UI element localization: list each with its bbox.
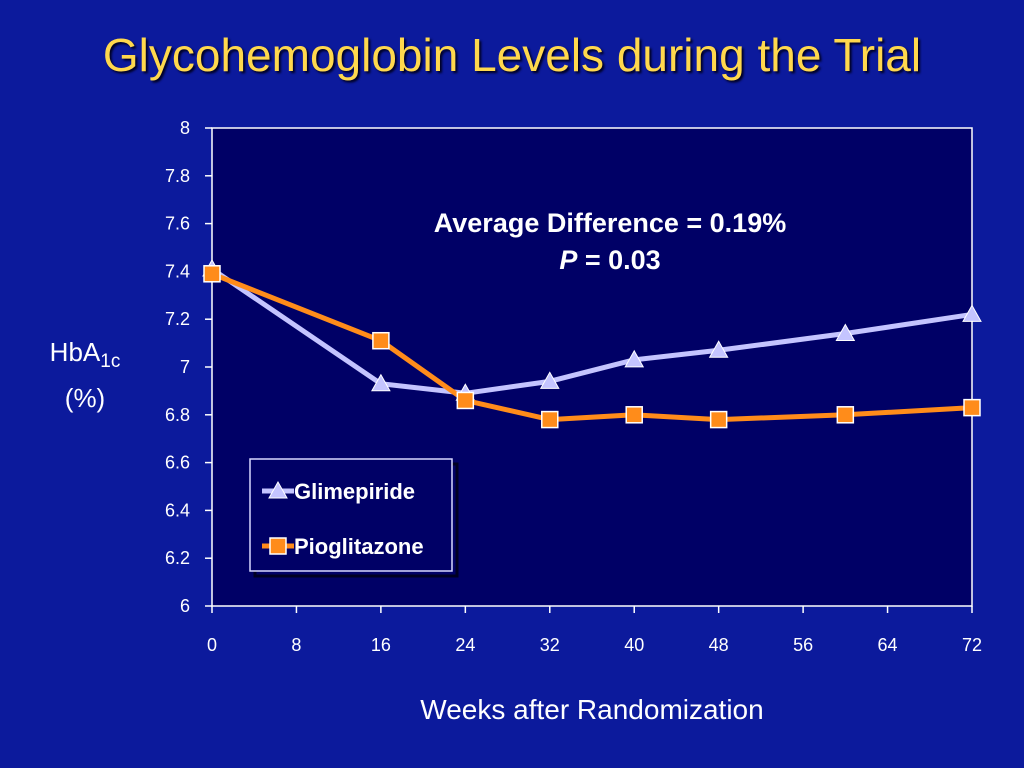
y-tick-label: 7.4 bbox=[165, 261, 190, 281]
x-axis-label: Weeks after Randomization bbox=[420, 694, 764, 725]
data-point-glimepiride bbox=[371, 373, 391, 392]
x-tick-label: 24 bbox=[455, 635, 475, 655]
data-point-glimepiride bbox=[708, 340, 729, 358]
data-point-glimepiride bbox=[624, 349, 645, 368]
data-point-glimepiride bbox=[962, 304, 982, 322]
x-tick-label: 48 bbox=[709, 635, 729, 655]
y-tick-label: 8 bbox=[180, 118, 190, 138]
data-point-glimepiride bbox=[835, 323, 856, 342]
legend-marker-glimepiride bbox=[268, 480, 288, 499]
annotation-p-value: P = 0.03 bbox=[559, 245, 660, 275]
y-tick-label: 6.8 bbox=[165, 405, 190, 425]
x-tick-label: 32 bbox=[540, 635, 560, 655]
y-tick-label: 6.2 bbox=[165, 548, 190, 568]
y-tick-label: 6 bbox=[180, 596, 190, 616]
y-axis-label-main: HbA bbox=[49, 337, 101, 367]
slide-title: Glycohemoglobin Levels during the Trial bbox=[102, 29, 922, 81]
data-point-pioglitazone bbox=[203, 265, 221, 283]
legend-label-pioglitazone: Pioglitazone bbox=[294, 534, 424, 559]
x-tick-label: 16 bbox=[371, 635, 391, 655]
x-tick-label: 56 bbox=[793, 635, 813, 655]
data-point-pioglitazone bbox=[456, 391, 475, 410]
y-axis-label-subscript: 1c bbox=[100, 351, 121, 372]
p-value-text: = 0.03 bbox=[577, 245, 660, 275]
data-point-pioglitazone bbox=[836, 406, 855, 424]
legend-label-glimepiride: Glimepiride bbox=[294, 479, 415, 504]
x-tick-label: 0 bbox=[207, 635, 217, 655]
y-tick-label: 6.4 bbox=[165, 500, 190, 520]
series-line-pioglitazone bbox=[211, 271, 973, 423]
series-line-glimepiride bbox=[210, 266, 973, 396]
x-tick-label: 8 bbox=[291, 635, 301, 655]
y-tick-label: 6.6 bbox=[165, 453, 190, 473]
y-axis-label-unit: (%) bbox=[64, 383, 106, 413]
legend-marker-pioglitazone bbox=[269, 537, 287, 555]
x-tick-label: 40 bbox=[624, 635, 644, 655]
data-point-pioglitazone bbox=[541, 410, 559, 429]
p-symbol: P bbox=[559, 245, 578, 275]
data-point-pioglitazone bbox=[372, 331, 390, 350]
data-point-glimepiride bbox=[539, 371, 560, 389]
y-tick-label: 7 bbox=[180, 357, 190, 377]
data-point-pioglitazone bbox=[963, 398, 981, 417]
x-tick-label: 72 bbox=[962, 635, 982, 655]
data-point-pioglitazone bbox=[625, 406, 643, 424]
data-point-pioglitazone bbox=[709, 410, 728, 429]
x-tick-label: 64 bbox=[878, 635, 898, 655]
y-tick-label: 7.8 bbox=[165, 166, 190, 186]
y-tick-label: 7.6 bbox=[165, 214, 190, 234]
legend: Glimepiride Pioglitazone bbox=[249, 458, 459, 578]
y-tick-label: 7.2 bbox=[165, 309, 190, 329]
annotation-average-difference: Average Difference = 0.19% bbox=[434, 208, 786, 238]
y-axis-label: HbA1c (%) bbox=[30, 334, 140, 416]
